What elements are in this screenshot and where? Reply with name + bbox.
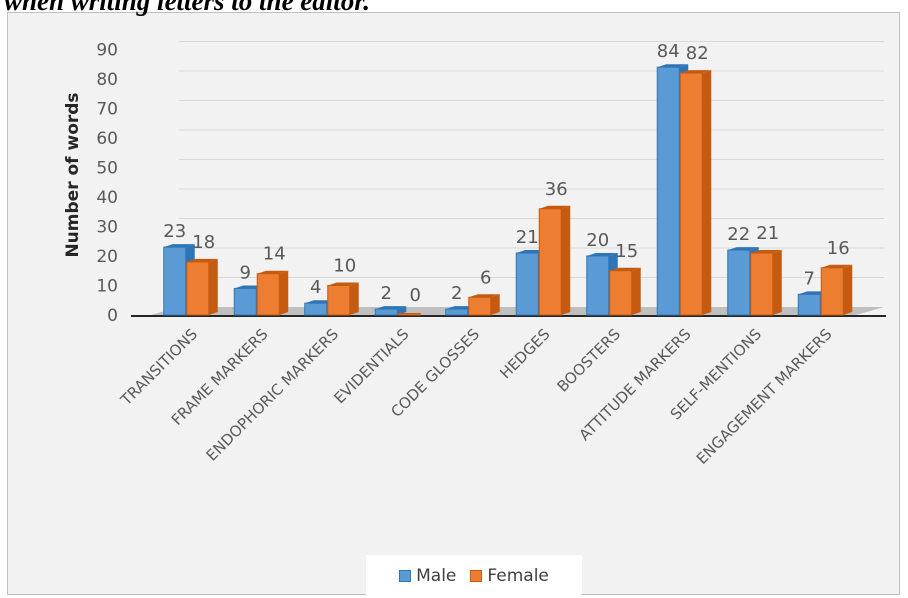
y-tick-label: 80: [96, 70, 118, 90]
y-tick-label: 20: [96, 247, 118, 267]
y-tick-label: 30: [96, 218, 118, 238]
y-axis-title: Number of words: [63, 92, 83, 257]
data-label-male: 20: [586, 230, 609, 251]
bar-female: [538, 208, 562, 316]
data-label-male: 2: [381, 283, 392, 304]
bar-male-top: [657, 64, 689, 68]
legend-label-male: Male: [416, 566, 457, 586]
data-label-female: 10: [333, 256, 356, 277]
legend-item-female: Female: [470, 566, 549, 586]
bar-female-side: [490, 294, 500, 315]
bar-female-side: [843, 264, 853, 315]
bar-female-top: [609, 267, 641, 271]
x-tick-label: BOOSTERS: [554, 325, 625, 396]
bar-female-side: [631, 267, 641, 315]
legend-item-male: Male: [399, 566, 456, 586]
y-tick-label: 50: [96, 159, 118, 179]
bar-female-top: [327, 282, 359, 286]
bar-female-top: [680, 70, 712, 74]
data-label-female: 21: [756, 223, 779, 244]
legend-swatch-female: [470, 570, 483, 582]
data-label-female: 14: [263, 244, 286, 265]
legend-label-female: Female: [487, 566, 549, 586]
bar-male: [233, 287, 257, 316]
y-tick-label: 70: [96, 100, 118, 120]
data-label-male: 2: [451, 283, 462, 304]
y-tick-label: 10: [96, 277, 118, 297]
bar-female-side: [702, 70, 712, 315]
y-tick-label: 60: [96, 129, 118, 149]
bar-female: [468, 296, 492, 316]
data-label-female: 6: [480, 267, 491, 288]
bar-female-top: [468, 294, 500, 298]
data-label-male: 23: [163, 221, 186, 242]
bar-male: [586, 255, 610, 316]
data-label-male: 22: [727, 224, 750, 245]
data-label-female: 0: [410, 285, 421, 306]
bar-male: [797, 293, 821, 316]
data-label-male: 9: [240, 262, 251, 283]
caption-text: when writing letters to the editor.: [4, 0, 371, 16]
y-tick-label: 40: [96, 188, 118, 208]
bar-male: [163, 246, 187, 316]
x-tick-label: ENDOPHORIC MARKERS: [203, 325, 342, 464]
data-label-female: 36: [545, 179, 568, 200]
data-label-male: 84: [657, 41, 680, 62]
bar-male: [515, 252, 539, 316]
bar-female: [750, 252, 774, 316]
bar-male: [374, 308, 398, 316]
bar-female-top: [257, 270, 289, 274]
bar-male: [304, 302, 328, 316]
bar-female-side: [772, 250, 782, 315]
bar-female-side: [208, 258, 218, 315]
chart-legend: Male Female: [366, 555, 582, 597]
data-label-male: 4: [310, 277, 321, 298]
bar-female: [820, 267, 844, 316]
data-label-female: 16: [827, 238, 850, 259]
bar-female-side: [279, 270, 289, 315]
bar-male-side: [397, 306, 407, 315]
data-label-male: 21: [516, 227, 539, 248]
bar-female: [609, 270, 633, 316]
bar-female: [256, 273, 280, 316]
bar-female-top: [186, 258, 218, 262]
y-tick-label: 0: [107, 306, 118, 326]
bar-female-top: [750, 250, 782, 254]
data-label-male: 7: [804, 268, 815, 289]
bar-male: [727, 249, 751, 316]
x-tick-label: ENGAGEMENT MARKERS: [693, 325, 836, 468]
bar-female-side: [349, 282, 359, 315]
bar-male-top: [163, 244, 195, 248]
bar-male: [656, 66, 680, 316]
legend-swatch-male: [399, 570, 412, 582]
data-label-female: 15: [615, 241, 638, 262]
bar-female: [679, 72, 703, 316]
chart-area: 0 10 20 30 40 50 60 70 80 90 Number of words 23 18 TR…: [7, 12, 900, 597]
bar-female: [186, 261, 210, 316]
data-label-female: 82: [686, 43, 709, 64]
bar-male-top: [586, 253, 618, 256]
bar-female-side: [561, 205, 571, 315]
x-tick-label: HEDGES: [496, 325, 553, 382]
data-label-female: 18: [192, 232, 215, 253]
bar-female: [397, 313, 421, 316]
bar-male-top: [727, 247, 759, 251]
bar-female-top: [539, 205, 571, 209]
bar-male-top: [375, 306, 407, 310]
bar-female-top: [821, 264, 853, 268]
y-tick-label: 90: [96, 41, 118, 61]
bar-female: [327, 285, 351, 316]
bar-male: [445, 308, 469, 316]
